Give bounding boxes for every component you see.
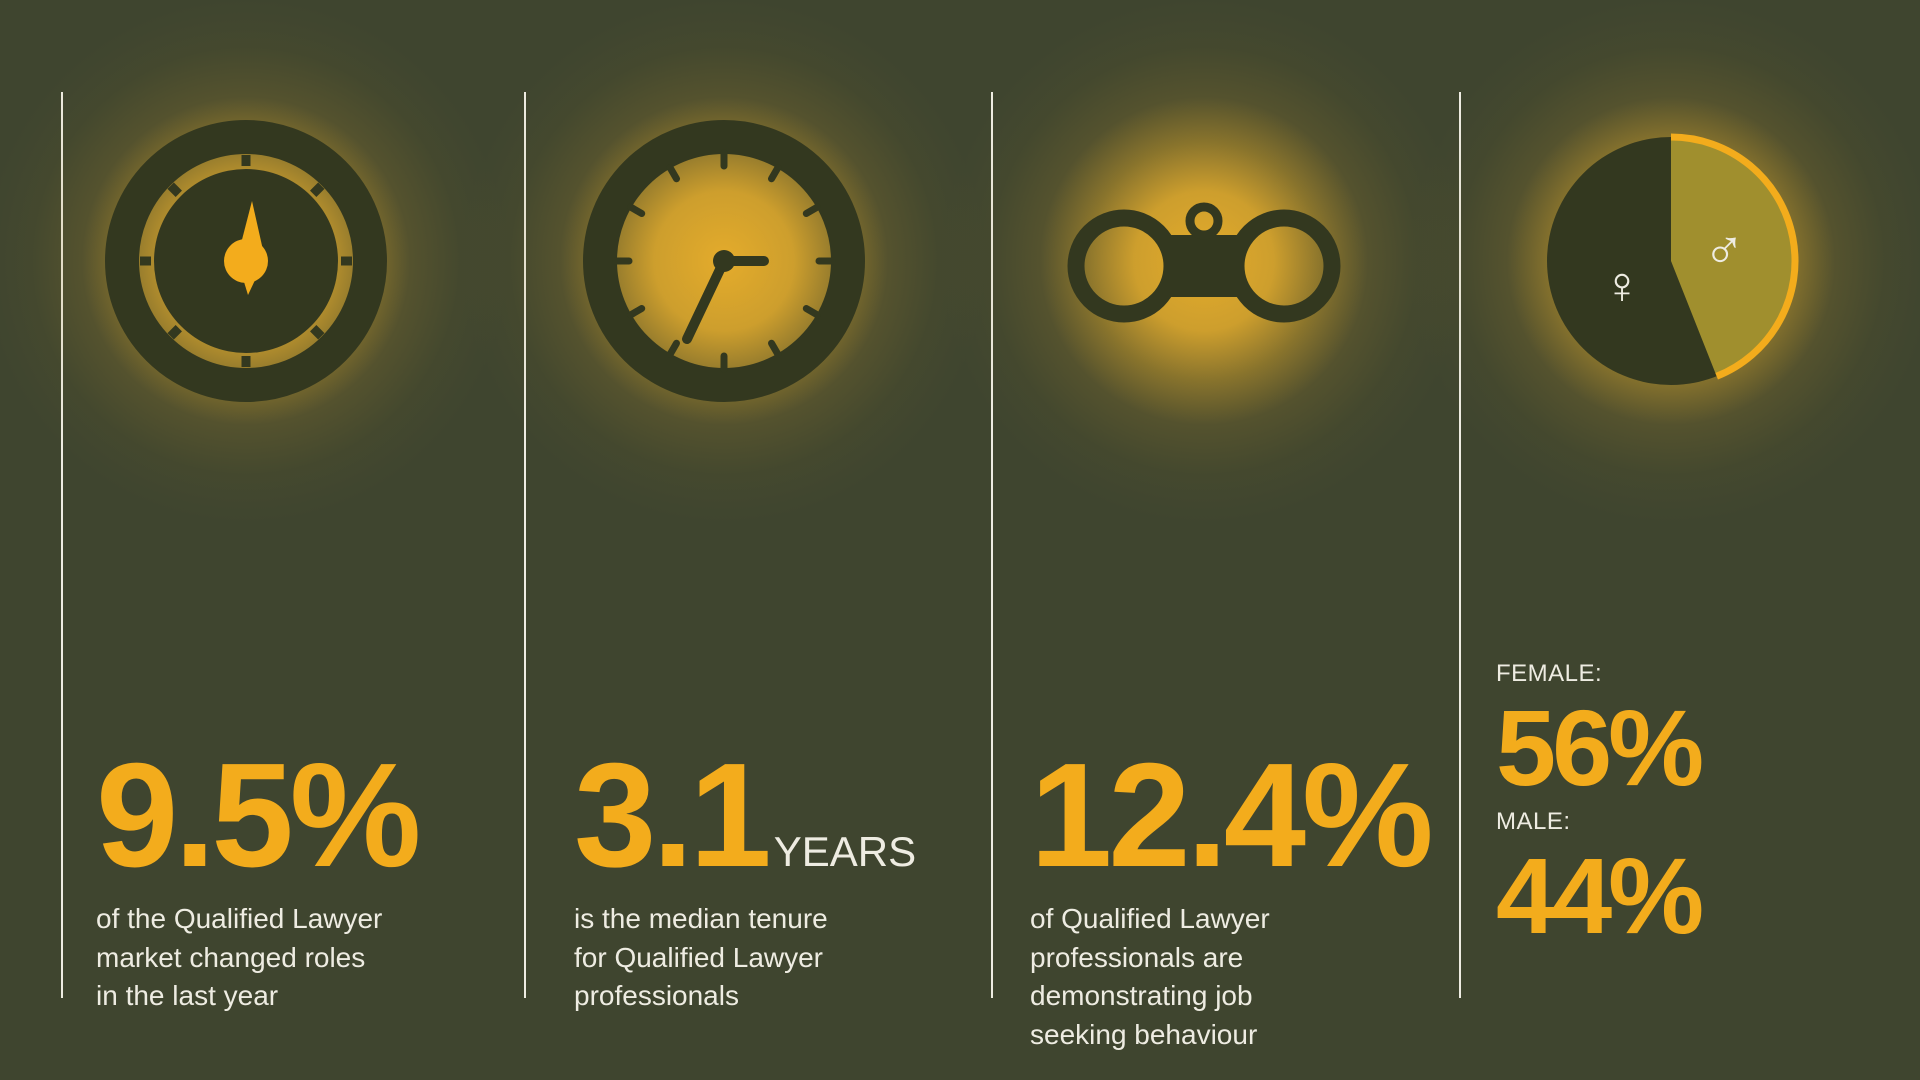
svg-text:♂: ♂ bbox=[1703, 218, 1745, 281]
svg-text:♀: ♀ bbox=[1603, 257, 1642, 315]
